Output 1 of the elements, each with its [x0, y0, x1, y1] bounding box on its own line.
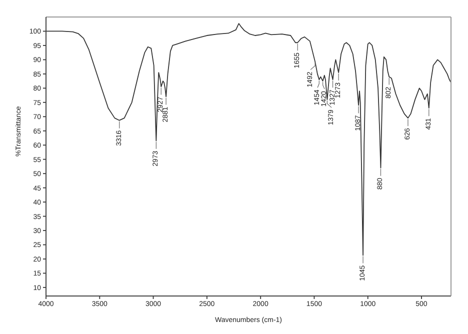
line-series: [46, 23, 451, 256]
